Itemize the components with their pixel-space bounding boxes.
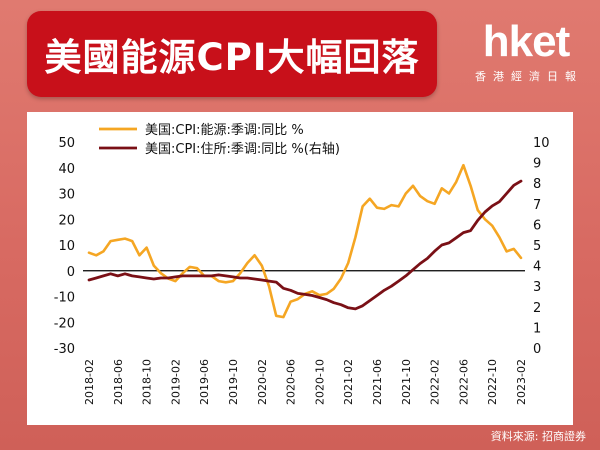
left-tick-label: -20 (54, 316, 75, 331)
x-tick-label: 2019-10 (227, 359, 240, 405)
right-tick-label: 0 (533, 342, 541, 357)
x-tick-label: 2018-02 (83, 359, 96, 405)
x-tick-label: 2021-10 (400, 359, 413, 405)
x-tick-label: 2022-02 (429, 359, 442, 405)
right-tick-label: 7 (533, 198, 541, 213)
left-tick-label: 0 (67, 265, 75, 280)
left-tick-label: -10 (54, 291, 75, 306)
right-tick-label: 1 (533, 321, 541, 336)
x-axis: 2018-02 2018-06 2018-10 2019-02 2019-06 2019-… (83, 359, 528, 405)
series-layer (87, 163, 523, 319)
left-axis: 50 40 30 20 10 0 -10 -20 -30 (54, 136, 75, 357)
right-tick-label: 3 (533, 280, 541, 295)
title-banner: 美國能源CPI大幅回落 (27, 11, 437, 97)
hket-logo: hket 香港經濟日報 (466, 20, 586, 90)
cpi-line-chart: 美国:CPI:能源:季调:同比 % 美国:CPI:住所:季调:同比 %(右轴) 5… (54, 123, 550, 405)
left-tick-label: 20 (58, 213, 75, 228)
chart-panel: 美国:CPI:能源:季调:同比 % 美国:CPI:住所:季调:同比 %(右轴) 5… (27, 112, 573, 425)
x-tick-label: 2022-10 (486, 359, 499, 405)
left-tick-label: 10 (58, 239, 75, 254)
legend: 美国:CPI:能源:季调:同比 % 美国:CPI:住所:季调:同比 %(右轴) (99, 123, 340, 157)
x-tick-label: 2022-06 (457, 359, 470, 405)
x-tick-label: 2020-10 (313, 359, 326, 405)
right-tick-label: 5 (533, 239, 541, 254)
legend-label: 美国:CPI:能源:季调:同比 % (145, 123, 304, 138)
x-tick-label: 2020-02 (256, 359, 269, 405)
x-tick-label: 2019-02 (169, 359, 182, 405)
x-tick-label: 2018-06 (112, 359, 125, 405)
logo-wordmark: hket (482, 17, 570, 66)
x-tick-label: 2023-02 (515, 359, 528, 405)
source-note: 資料來源: 招商證券 (490, 430, 586, 443)
x-tick-label: 2021-06 (371, 359, 384, 405)
left-tick-label: 40 (58, 162, 75, 177)
x-tick-label: 2020-06 (285, 359, 298, 405)
right-tick-label: 6 (533, 218, 541, 233)
x-tick-label: 2019-06 (198, 359, 211, 405)
logo-subtitle: 香港經濟日報 (475, 70, 583, 83)
x-tick-label: 2018-10 (141, 359, 154, 405)
shelter-cpi-line (87, 179, 523, 311)
right-tick-label: 2 (533, 301, 541, 316)
right-tick-label: 10 (533, 136, 550, 151)
right-tick-label: 4 (533, 260, 541, 275)
legend-label: 美国:CPI:住所:季调:同比 %(右轴) (145, 142, 340, 157)
right-tick-label: 9 (533, 157, 541, 172)
left-tick-label: 50 (58, 136, 75, 151)
right-tick-label: 8 (533, 177, 541, 192)
x-tick-label: 2021-02 (342, 359, 355, 405)
left-tick-label: 30 (58, 188, 75, 203)
left-tick-label: -30 (54, 342, 75, 357)
headline: 美國能源CPI大幅回落 (44, 36, 420, 79)
